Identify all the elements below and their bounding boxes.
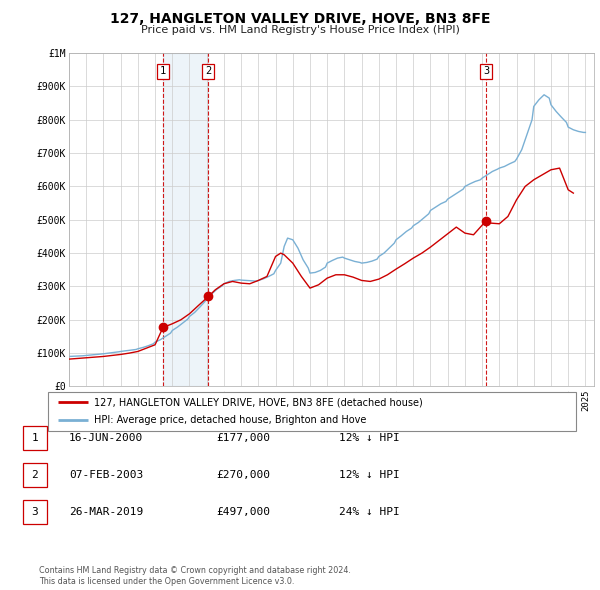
Text: HPI: Average price, detached house, Brighton and Hove: HPI: Average price, detached house, Brig… [94,415,367,425]
Text: 12% ↓ HPI: 12% ↓ HPI [339,433,400,442]
Text: 16-JUN-2000: 16-JUN-2000 [69,433,143,442]
FancyBboxPatch shape [48,392,576,431]
Text: This data is licensed under the Open Government Licence v3.0.: This data is licensed under the Open Gov… [39,577,295,586]
Text: £270,000: £270,000 [216,470,270,480]
Text: 2: 2 [205,67,212,77]
Text: £497,000: £497,000 [216,507,270,517]
Text: 2: 2 [31,470,38,480]
Text: 1: 1 [31,433,38,442]
Text: 07-FEB-2003: 07-FEB-2003 [69,470,143,480]
Text: 127, HANGLETON VALLEY DRIVE, HOVE, BN3 8FE: 127, HANGLETON VALLEY DRIVE, HOVE, BN3 8… [110,12,490,26]
Text: 3: 3 [31,507,38,517]
Text: Contains HM Land Registry data © Crown copyright and database right 2024.: Contains HM Land Registry data © Crown c… [39,566,351,575]
Text: Price paid vs. HM Land Registry's House Price Index (HPI): Price paid vs. HM Land Registry's House … [140,25,460,35]
Text: 26-MAR-2019: 26-MAR-2019 [69,507,143,517]
Bar [163,53,208,386]
Text: 24% ↓ HPI: 24% ↓ HPI [339,507,400,517]
Text: £177,000: £177,000 [216,433,270,442]
Text: 127, HANGLETON VALLEY DRIVE, HOVE, BN3 8FE (detached house): 127, HANGLETON VALLEY DRIVE, HOVE, BN3 8… [94,397,423,407]
Text: 3: 3 [483,67,489,77]
Text: 1: 1 [160,67,166,77]
Text: 12% ↓ HPI: 12% ↓ HPI [339,470,400,480]
